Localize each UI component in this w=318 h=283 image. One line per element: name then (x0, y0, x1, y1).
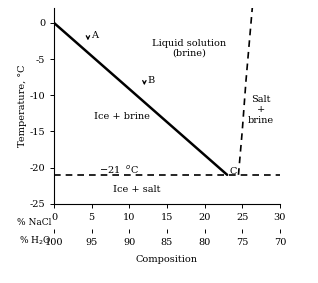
Y-axis label: Temperature, °C: Temperature, °C (17, 65, 27, 147)
Text: C: C (229, 168, 237, 176)
Text: A: A (91, 31, 98, 40)
Text: % NaCl: % NaCl (17, 218, 52, 228)
Text: Composition: Composition (136, 254, 198, 263)
Text: % H$_2$O: % H$_2$O (19, 234, 52, 246)
Text: Liquid solution
(brine): Liquid solution (brine) (152, 38, 227, 58)
Text: $-$21  $^o$C: $-$21 $^o$C (99, 164, 139, 176)
Text: Ice + salt: Ice + salt (113, 185, 161, 194)
Text: Ice + brine: Ice + brine (94, 112, 150, 121)
Text: Salt
+
brine: Salt + brine (248, 95, 274, 125)
Text: B: B (147, 76, 155, 85)
